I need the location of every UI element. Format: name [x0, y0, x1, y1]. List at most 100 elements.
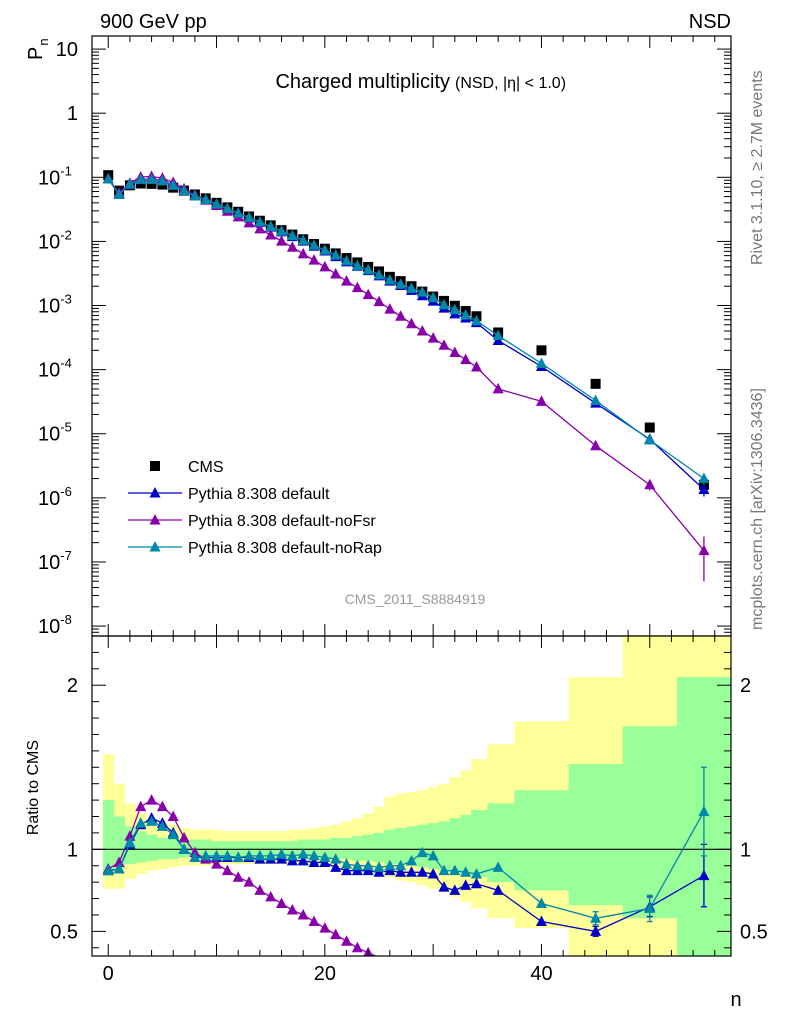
- ratio-series-3-line: [108, 811, 705, 919]
- ratio-ytick-label-right: 2: [740, 675, 751, 697]
- series-0-point: [146, 178, 157, 189]
- series-3-point: [384, 274, 396, 285]
- series-2-point: [319, 260, 331, 272]
- ratio-series-2-point: [146, 794, 158, 805]
- band-inner: [341, 837, 353, 860]
- series-3-point: [460, 309, 472, 320]
- band-inner: [416, 824, 429, 868]
- ratio-series-3-point: [406, 854, 417, 866]
- series-0: [103, 170, 709, 490]
- main-ytick-label: 10-5: [38, 420, 72, 446]
- legend-label-0: CMS: [188, 459, 224, 476]
- series-3-point: [167, 179, 179, 190]
- ratio-series-2-point: [330, 928, 342, 940]
- band-inner: [406, 826, 418, 866]
- series-0-point: [590, 378, 601, 389]
- ratio-series-3-point: [341, 858, 353, 869]
- series-2-point: [254, 222, 266, 234]
- main-ytick-label: 10-1: [38, 163, 72, 189]
- ratio-series-3-point: [590, 912, 602, 923]
- ratio-series-2-point: [113, 856, 125, 867]
- ratio-series-3-point: [644, 902, 656, 913]
- series-3-point: [395, 278, 407, 289]
- ratio-series-3-point: [351, 859, 363, 871]
- ratio-series-3-point: [319, 851, 331, 863]
- series-3-point: [698, 472, 710, 484]
- ratio-series-1-point: [330, 861, 342, 872]
- series-2-point: [590, 439, 602, 451]
- series-2-point: [644, 478, 656, 490]
- ratio-ylabel: Ratio to CMS: [25, 740, 42, 835]
- series-2-point: [297, 247, 309, 259]
- band-inner: [156, 837, 169, 860]
- ratio-series-3-point: [102, 864, 114, 876]
- band-inner: [200, 839, 212, 858]
- series-3-point: [406, 282, 417, 293]
- band-inner: [373, 832, 385, 863]
- xtick-label: 20: [314, 963, 336, 985]
- band-inner: [395, 828, 407, 865]
- ratio-series-3-point: [395, 859, 407, 871]
- legend-item-1: Pythia 8.308 default: [128, 486, 330, 503]
- main-panel: 10 1 10-1 10-2 10-3 10-4 10-5 10-6 10-7 10-8 Char…: [25, 35, 732, 638]
- series-2-point: [308, 254, 320, 265]
- series-3-point: [102, 173, 114, 184]
- main-ytick-label: 10-2: [38, 227, 72, 253]
- band-inner: [297, 839, 310, 858]
- ratio-series-3-point: [297, 848, 309, 859]
- ratio-series-1-point: [460, 879, 472, 890]
- ratio-series-2-point: [221, 864, 233, 876]
- ratio-series-1-point: [698, 869, 710, 881]
- main-ytick-label: 10-8: [38, 612, 72, 638]
- main-watermark: CMS_2011_S8884919: [345, 591, 486, 607]
- ratio-series-3-point: [535, 897, 547, 908]
- series-2-point: [427, 332, 439, 343]
- x-axis-label: n: [730, 989, 741, 1011]
- series-2-line: [107, 175, 705, 552]
- ratio-series-3-point: [698, 805, 710, 817]
- series-3-point: [286, 229, 298, 241]
- series-3-point: [416, 286, 428, 297]
- series-0-point: [644, 422, 655, 433]
- ratio-series-2-point: [308, 915, 320, 927]
- series-3-line: [107, 178, 705, 480]
- series-2-point: [243, 216, 255, 228]
- band-inner: [514, 790, 570, 891]
- band-inner: [351, 836, 364, 861]
- ratio-series-3-point: [146, 815, 158, 826]
- ratio-series-3-point: [135, 817, 147, 828]
- series-3-point: [351, 259, 363, 271]
- legend-marker-0: [150, 461, 160, 471]
- series-2-point: [395, 310, 407, 321]
- legend: CMS Pythia 8.308 default Pythia 8.308 defa…: [128, 459, 382, 557]
- series-3-point: [341, 254, 353, 266]
- xtick-label: 40: [530, 963, 552, 985]
- band-inner: [362, 834, 375, 861]
- ratio-series-3-point: [156, 820, 168, 831]
- band-inner: [384, 829, 396, 865]
- ratio-series-2-point: [276, 897, 288, 908]
- ratio-series-3-point: [265, 849, 277, 861]
- main-ytick-label: 10-3: [38, 292, 72, 318]
- main-ylabel: Pn: [25, 38, 51, 60]
- ratio-series-2-point: [243, 876, 255, 887]
- ratio-series-3-point: [470, 867, 482, 879]
- ratio-series-3-point: [243, 849, 255, 861]
- ratio-ytick-label-right: 0.5: [740, 921, 768, 943]
- ratio-series-3-point: [178, 843, 190, 854]
- ylabel-sub: n: [36, 38, 51, 45]
- ratio-plot-area: [92, 636, 731, 956]
- main-ytick-label: 10: [56, 39, 78, 61]
- main-ytick-label: 10-6: [38, 484, 72, 510]
- series-2-point: [492, 382, 504, 394]
- series-3-point: [535, 357, 547, 368]
- uncertainty-bands: [102, 636, 731, 956]
- series-3: [102, 173, 710, 485]
- ratio-series-1-point: [297, 854, 309, 866]
- series-2-point: [384, 303, 396, 314]
- legend-label-3: Pythia 8.308 default-noRap: [188, 540, 382, 557]
- series-1-point: [698, 483, 710, 494]
- series-2-point: [406, 317, 417, 329]
- ratio-series-3-point: [254, 849, 266, 861]
- ratio-series-3-point: [492, 861, 504, 872]
